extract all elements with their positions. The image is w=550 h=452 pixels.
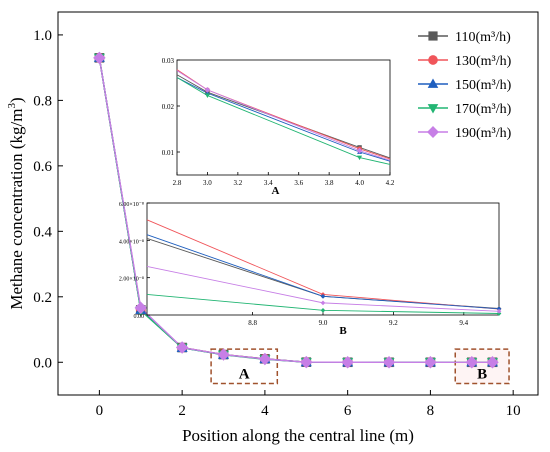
inset-b-plot: 8.8 9.0 9.2 9.4 0.00 2.00×10⁻⁸ 4.00×10⁻⁸ 6.00×1… <box>119 202 502 337</box>
inset-a-plot: 2.8 3.0 3.2 3.4 3.6 3.8 4.0 4.2 0.01 0.02 0.03 A <box>162 57 395 197</box>
plot-frame <box>57 11 539 396</box>
legend-marker <box>428 55 438 65</box>
data-point <box>320 300 326 306</box>
x-tick-label: 4.2 <box>386 179 395 187</box>
data-point <box>341 356 354 369</box>
x-tick-label: 4.0 <box>355 179 364 187</box>
data-point <box>258 352 272 366</box>
y-tick-label: 0.2 <box>33 290 52 306</box>
legend-label: 150(m³/h) <box>455 78 512 93</box>
series-line <box>176 77 391 165</box>
y-tick-label: 0.8 <box>33 93 52 109</box>
data-point <box>357 155 363 161</box>
x-tick-label: 2 <box>178 403 186 419</box>
legend-marker <box>427 104 439 114</box>
zoom-region-label: A <box>239 367 250 383</box>
data-point <box>93 51 106 65</box>
legend-marker <box>427 126 439 138</box>
x-tick-label: 4 <box>261 403 269 419</box>
data-point <box>300 355 313 369</box>
y-tick-label: 0.4 <box>33 224 52 240</box>
x-tick-label: 9.2 <box>389 319 398 327</box>
data-point <box>486 356 499 369</box>
y-tick-label: 0.03 <box>162 57 175 65</box>
legend-label: 170(m³/h) <box>455 102 512 117</box>
inset-frame <box>176 59 391 176</box>
data-point <box>496 306 502 312</box>
y-tick-label: 2.00×10⁻⁸ <box>119 277 144 283</box>
main-plot: 0 2 4 6 8 10 0.0 0.2 0.4 0.6 0.8 1.0 Position along … <box>6 11 539 445</box>
zoom-region-box <box>454 348 510 385</box>
x-tick-label: 10 <box>506 403 521 419</box>
inset-title: A <box>272 185 280 197</box>
y-tick-label: 0.6 <box>33 159 52 175</box>
x-tick-label: 3.8 <box>325 179 334 187</box>
data-point <box>175 341 189 354</box>
legend-label: 130(m³/h) <box>455 54 512 69</box>
data-point <box>496 308 502 314</box>
x-tick-label: 8.8 <box>248 319 257 327</box>
legend-label: 190(m³/h) <box>455 126 512 141</box>
series-line <box>176 70 391 161</box>
data-point <box>217 348 230 361</box>
x-tick-label: 3.2 <box>233 179 242 187</box>
x-tick-label: 6 <box>344 403 352 419</box>
y-tick-label: 1.0 <box>33 28 52 44</box>
legend: 110(m³/h) 130(m³/h) 150(m³/h) 170(m³/h) 190(… <box>418 30 512 141</box>
x-tick-label: 9.0 <box>319 319 328 327</box>
legend-marker <box>428 31 438 41</box>
y-tick-label: 0.01 <box>162 149 175 157</box>
x-tick-label: 8 <box>427 403 435 419</box>
data-point <box>204 93 210 99</box>
series-line <box>176 77 391 162</box>
y-tick-label: 0.0 <box>33 355 52 371</box>
y-axis-label: Methane concentration (kg/m3) <box>6 97 26 309</box>
zoom-region-label: B <box>477 367 487 383</box>
data-point <box>465 356 479 369</box>
x-axis-label: Position along the central line (m) <box>182 426 414 445</box>
x-tick-label: 9.4 <box>459 319 468 327</box>
x-tick-label: 3.6 <box>294 179 303 187</box>
legend-marker <box>427 78 439 88</box>
data-point <box>320 307 326 313</box>
y-tick-label: 0.02 <box>162 103 175 111</box>
x-tick-label: 0 <box>96 403 104 419</box>
inset-title: B <box>339 325 347 337</box>
x-tick-label: 3.4 <box>264 179 273 187</box>
data-point <box>134 301 147 315</box>
legend-label: 110(m³/h) <box>455 30 511 45</box>
y-tick-label: 6.00×10⁻⁸ <box>119 202 144 208</box>
data-point <box>204 87 211 93</box>
x-tick-label: 3.0 <box>203 179 212 187</box>
y-tick-label: 4.00×10⁻⁸ <box>119 239 144 245</box>
data-point <box>382 356 396 369</box>
data-point <box>424 356 437 369</box>
y-tick-label: 0.00 <box>134 314 145 320</box>
data-point <box>320 293 326 299</box>
x-tick-label: 2.8 <box>173 179 182 187</box>
zoom-region-box <box>210 348 279 385</box>
data-point <box>356 147 363 154</box>
